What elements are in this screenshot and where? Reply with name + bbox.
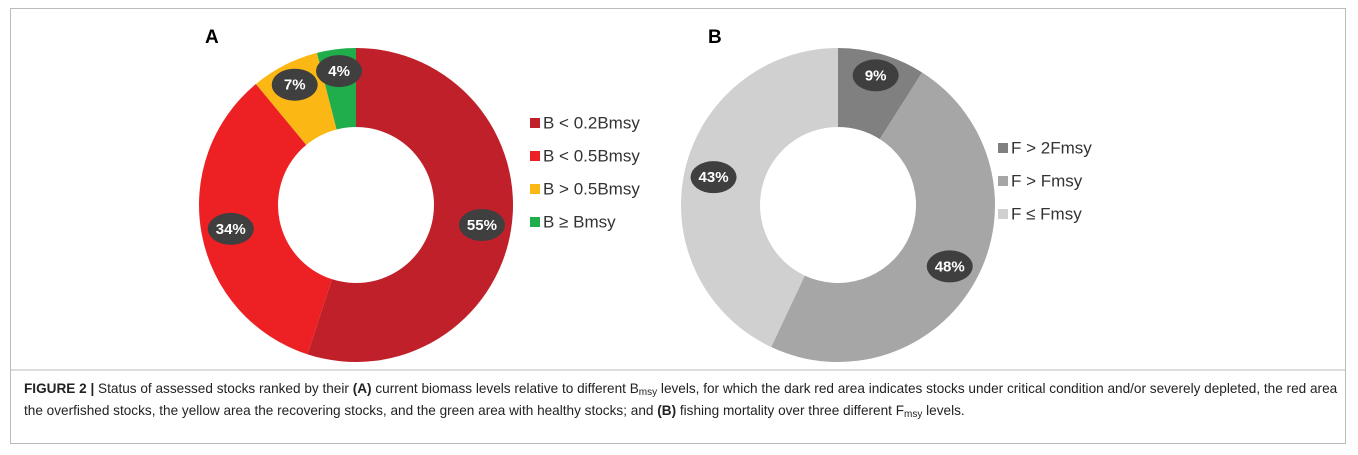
caption: FIGURE 2 | Status of assessed stocks ran… <box>24 378 1339 422</box>
legend-swatch <box>998 176 1008 186</box>
legend-label: B < 0.5Bmsy <box>543 146 640 165</box>
legend-swatch <box>530 217 540 227</box>
caption-subscript: msy <box>904 409 923 420</box>
caption-text: Status of assessed stocks ranked by thei… <box>94 381 353 396</box>
legend-label: F > Fmsy <box>1011 171 1083 190</box>
donut-segment <box>681 48 838 348</box>
legend-label: B < 0.2Bmsy <box>543 113 640 132</box>
donut-segment <box>198 84 332 355</box>
caption-text: current biomass levels relative to diffe… <box>371 381 639 396</box>
value-label-bubble <box>271 68 318 101</box>
caption-text: FIGURE 2 | <box>24 381 95 396</box>
caption-text: (B) <box>657 403 677 418</box>
value-label: 4% <box>328 63 350 80</box>
value-label: 34% <box>216 221 246 238</box>
value-label: 55% <box>467 217 497 234</box>
donut-segment <box>307 48 513 362</box>
figure-frame <box>10 8 1346 444</box>
legend-swatch <box>530 118 540 128</box>
value-label-bubble <box>458 208 505 241</box>
value-label: 7% <box>284 77 306 94</box>
legend-label: B ≥ Bmsy <box>543 212 616 231</box>
legend-label: F > 2Fmsy <box>1011 138 1092 157</box>
value-label: 9% <box>865 67 887 84</box>
caption-subscript: msy <box>638 387 658 398</box>
value-label-bubble <box>926 250 973 283</box>
legend-swatch <box>998 143 1008 153</box>
legend-swatch <box>530 184 540 194</box>
value-label: 48% <box>935 258 965 275</box>
value-label: 43% <box>699 169 729 186</box>
legend-swatch <box>998 209 1008 219</box>
caption-text: levels, for which the dark red area indi… <box>24 381 1338 418</box>
donut-segment <box>771 72 995 362</box>
caption-text: levels. <box>922 403 965 418</box>
caption-text: fishing mortality over three different F <box>676 403 905 418</box>
legend-label: B > 0.5Bmsy <box>543 179 640 198</box>
legend-label: F ≤ Fmsy <box>1011 204 1082 223</box>
panel-label: A <box>205 27 219 48</box>
value-label-bubble <box>852 59 899 92</box>
value-label-bubble <box>207 212 254 245</box>
caption-text: (A) <box>352 381 372 396</box>
panel-label: B <box>708 27 722 48</box>
value-label-bubble <box>690 161 737 194</box>
chart-area: A 55% 34% 7% 4% B < 0.2Bmsy B < 0.5Bmsy B > 0.5… <box>11 27 1346 371</box>
legend-swatch <box>530 151 540 161</box>
value-label-bubble <box>316 55 363 88</box>
